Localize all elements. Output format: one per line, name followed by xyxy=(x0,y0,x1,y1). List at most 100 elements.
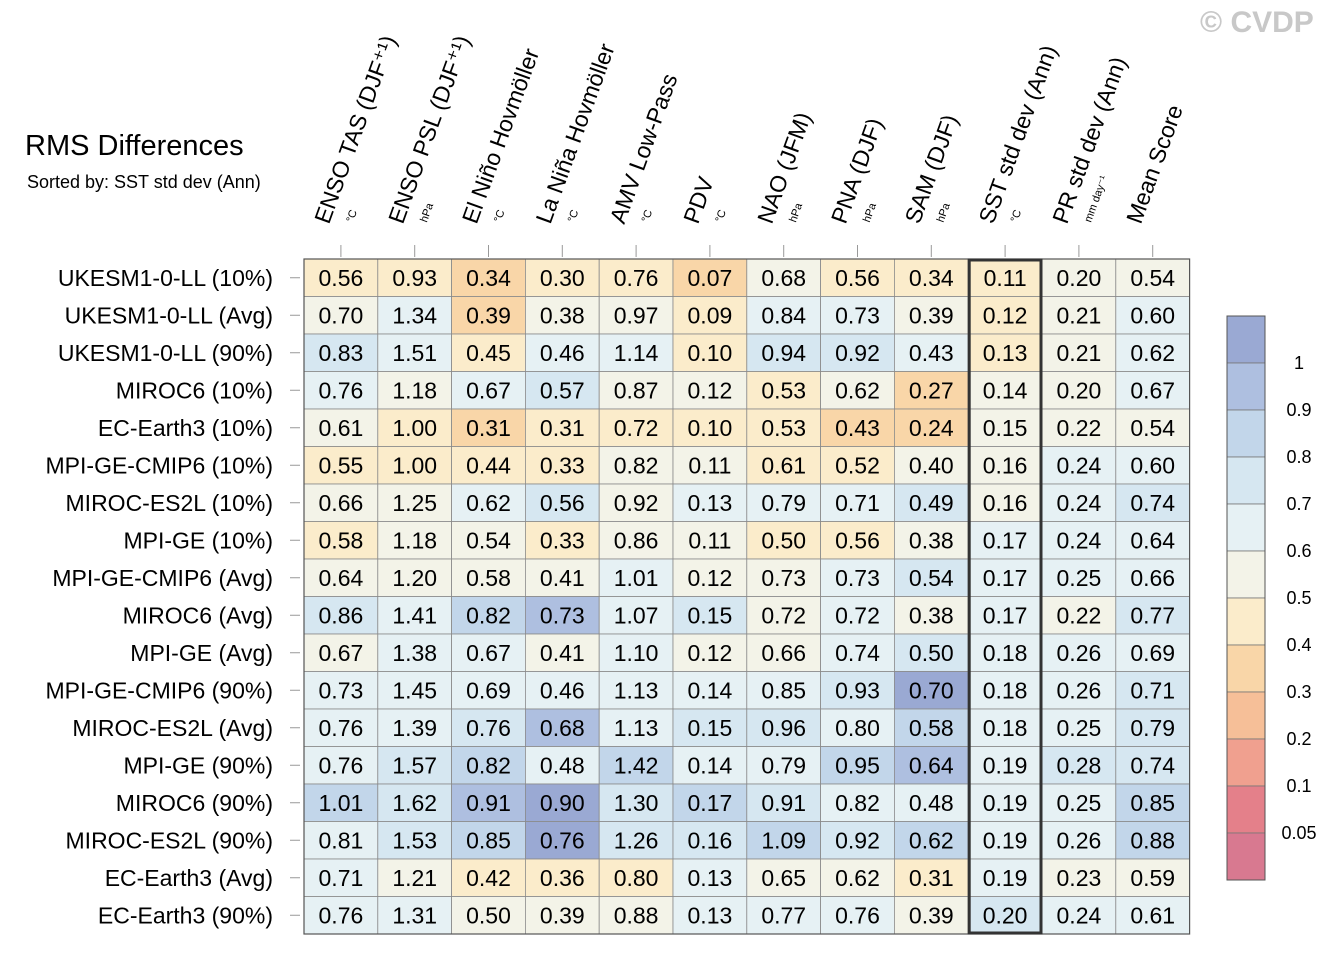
column-label: SAM (DJF) xyxy=(900,111,963,227)
cell-value: 0.30 xyxy=(540,265,585,291)
cell-value: 0.53 xyxy=(761,377,806,403)
cell-value: 0.67 xyxy=(466,377,511,403)
heatmap-cell xyxy=(672,521,748,560)
column-label: PNA (DJF) xyxy=(826,115,888,227)
column-label: Mean Score xyxy=(1121,101,1188,226)
heatmap-cell xyxy=(1041,258,1117,297)
cell-value: 0.93 xyxy=(835,677,880,703)
cell-value: 0.18 xyxy=(983,715,1028,741)
cell-value: 0.68 xyxy=(540,715,585,741)
cell-value: 0.79 xyxy=(761,752,806,778)
colorbar-swatch xyxy=(1226,644,1266,693)
heatmap-cell xyxy=(525,521,600,560)
cell-value: 0.65 xyxy=(761,865,806,891)
cell-value: 0.69 xyxy=(1130,640,1175,666)
heatmap-cell xyxy=(303,708,379,747)
heatmap-cell xyxy=(377,446,452,485)
heatmap-cell xyxy=(820,896,895,935)
cell-value: 0.76 xyxy=(319,715,364,741)
heatmap-cell xyxy=(451,858,526,897)
cell-value: 0.62 xyxy=(909,827,954,853)
heatmap-cell xyxy=(525,596,600,635)
heatmap-cell xyxy=(303,408,379,447)
cell-value: 0.10 xyxy=(688,340,733,366)
chart-title: RMS Differences xyxy=(25,130,244,162)
heatmap-cell xyxy=(303,558,379,597)
cell-value: 0.28 xyxy=(1057,752,1102,778)
heatmap-cell xyxy=(451,596,526,635)
row-label: MIROC-ES2L (90%) xyxy=(66,827,273,853)
cell-value: 0.26 xyxy=(1057,827,1102,853)
cell-value: 0.18 xyxy=(983,677,1028,703)
cell-value: 0.62 xyxy=(466,490,511,516)
cell-value: 0.92 xyxy=(835,340,880,366)
cell-value: 0.17 xyxy=(688,790,733,816)
heatmap-cell xyxy=(1115,633,1191,672)
heatmap-cell xyxy=(377,671,452,710)
cell-value: 0.88 xyxy=(1130,827,1175,853)
cell-value: 0.38 xyxy=(909,527,954,553)
heatmap-cell xyxy=(598,521,674,560)
cell-value: 0.50 xyxy=(466,902,511,928)
heatmap-cell xyxy=(598,596,674,635)
heatmap-cell xyxy=(1041,708,1117,747)
column-unit: hPa xyxy=(935,201,953,224)
heatmap-cell xyxy=(377,746,452,785)
column-unit: °C xyxy=(713,208,729,224)
cell-value: 0.58 xyxy=(909,715,954,741)
cell-value: 0.76 xyxy=(835,902,880,928)
cell-value: 1.18 xyxy=(392,377,437,403)
heatmap-cell xyxy=(1041,596,1117,635)
cell-value: 0.54 xyxy=(909,565,954,591)
column-unit: hPa xyxy=(861,201,879,224)
cell-value: 0.10 xyxy=(688,415,733,441)
heatmap-border xyxy=(303,258,1191,935)
heatmap-cell xyxy=(967,446,1043,485)
row-label: EC-Earth3 (10%) xyxy=(98,415,273,441)
heatmap-cell xyxy=(672,633,748,672)
heatmap-cell xyxy=(377,708,452,747)
cell-value: 0.24 xyxy=(1057,902,1102,928)
cell-value: 0.40 xyxy=(909,452,954,478)
colorbar-label: 1 xyxy=(1294,353,1304,373)
heatmap-cell xyxy=(967,896,1043,935)
heatmap-cell xyxy=(746,746,821,785)
cell-value: 0.72 xyxy=(614,415,659,441)
cell-value: 0.90 xyxy=(540,790,585,816)
row-label: MIROC6 (10%) xyxy=(116,377,273,403)
cell-value: 0.60 xyxy=(1130,302,1175,328)
cell-value: 0.45 xyxy=(466,340,511,366)
cell-value: 1.00 xyxy=(392,452,437,478)
heatmap-cell xyxy=(967,596,1043,635)
cell-value: 0.92 xyxy=(614,490,659,516)
heatmap-cell xyxy=(1115,558,1191,597)
heatmap-cell xyxy=(672,821,748,860)
heatmap-cell xyxy=(672,596,748,635)
heatmap-cell xyxy=(672,858,748,897)
cell-value: 0.85 xyxy=(761,677,806,703)
heatmap-cell xyxy=(598,708,674,747)
heatmap-cell xyxy=(377,258,452,297)
cell-value: 0.82 xyxy=(466,752,511,778)
cell-value: 0.13 xyxy=(688,865,733,891)
heatmap-cell xyxy=(672,671,748,710)
cell-value: 0.73 xyxy=(319,677,364,703)
cell-value: 0.96 xyxy=(761,715,806,741)
cell-value: 0.39 xyxy=(540,902,585,928)
cell-value: 0.39 xyxy=(909,902,954,928)
heatmap-cell xyxy=(303,446,379,485)
heatmap-cell xyxy=(525,333,600,372)
heatmap-cell xyxy=(1115,671,1191,710)
cell-value: 1.42 xyxy=(614,752,659,778)
heatmap-cell xyxy=(672,446,748,485)
cell-value: 0.93 xyxy=(392,265,437,291)
cell-value: 0.53 xyxy=(761,415,806,441)
cell-value: 0.24 xyxy=(1057,452,1102,478)
cell-value: 0.16 xyxy=(688,827,733,853)
cell-value: 1.53 xyxy=(392,827,437,853)
cell-value: 0.20 xyxy=(1057,377,1102,403)
cell-value: 0.92 xyxy=(835,827,880,853)
cell-value: 0.42 xyxy=(466,865,511,891)
cell-value: 0.20 xyxy=(1057,265,1102,291)
row-label: MPI-GE (90%) xyxy=(123,752,273,778)
